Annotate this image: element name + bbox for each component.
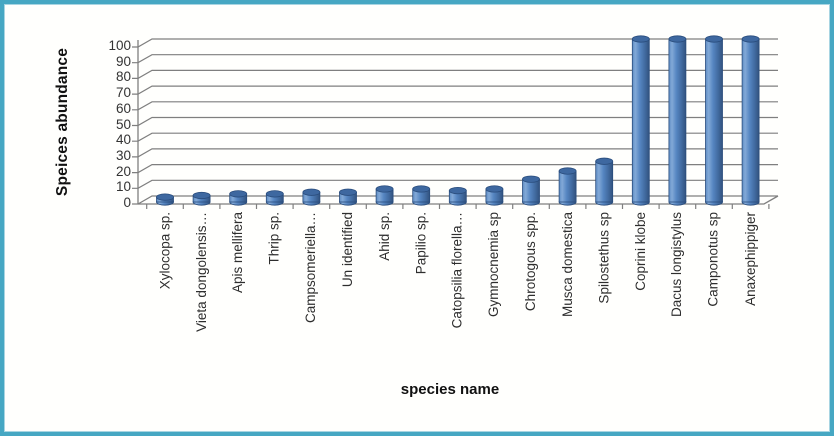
y-axis-title: Speices abundance bbox=[54, 47, 71, 197]
gridline bbox=[132, 54, 778, 64]
gridline bbox=[132, 164, 778, 174]
gridline bbox=[132, 148, 778, 158]
bar-top-cap bbox=[595, 157, 614, 165]
bar-top-cap bbox=[192, 191, 211, 200]
bar bbox=[631, 38, 650, 203]
x-category-label-text: Thrip sp. bbox=[266, 212, 282, 265]
gridline bbox=[132, 85, 778, 95]
bar-top-cap bbox=[558, 167, 577, 175]
x-category-label-text: Camponotus sp bbox=[706, 212, 721, 307]
x-category-label-text: Coprini klobe bbox=[632, 212, 648, 291]
x-axis-title: species name bbox=[400, 381, 500, 398]
x-category-label-text: Catopsilia florella… bbox=[449, 212, 465, 329]
bar bbox=[668, 38, 687, 203]
x-category-label-text: Un identified bbox=[340, 212, 355, 288]
y-tick-label: 50 bbox=[115, 116, 131, 132]
y-tick-label: 60 bbox=[115, 100, 131, 116]
bar-top-cap bbox=[705, 35, 723, 43]
y-tick-label: 0 bbox=[123, 195, 131, 210]
y-tick-label: 90 bbox=[115, 53, 131, 69]
x-category-label-text: Campsomeriella… bbox=[303, 212, 319, 324]
bar-top-cap bbox=[522, 175, 540, 183]
bar-top-cap bbox=[412, 185, 431, 193]
bar-top-cap bbox=[302, 188, 321, 196]
x-category-label-text: Papilio sp. bbox=[413, 212, 429, 275]
x-category-label-text: Xylocopa sp. bbox=[157, 212, 172, 290]
x-category-label-text: Anaxephippiger bbox=[742, 212, 758, 306]
gridline bbox=[132, 116, 778, 127]
bar-top-cap bbox=[265, 190, 284, 198]
y-tick-label: 30 bbox=[115, 147, 131, 163]
bar-top-cap bbox=[668, 35, 687, 43]
gridline bbox=[132, 38, 778, 48]
y-tick-label: 80 bbox=[115, 69, 131, 85]
bar-top-cap bbox=[156, 193, 174, 201]
bar-top-cap bbox=[448, 186, 467, 195]
y-tick-label: 10 bbox=[115, 179, 131, 195]
x-category-label-text: Apis mellifera bbox=[230, 212, 246, 294]
bar bbox=[705, 38, 723, 203]
gridline bbox=[132, 132, 778, 142]
x-category-label-text: Musca domestica bbox=[559, 212, 575, 318]
gridline bbox=[132, 69, 778, 79]
bar-top-cap bbox=[631, 35, 650, 43]
y-tick-label: 100 bbox=[108, 38, 131, 53]
y-tick-label: 20 bbox=[115, 163, 131, 179]
x-category-label-text: Spilostethus sp bbox=[596, 212, 612, 304]
bar-top-cap bbox=[485, 185, 504, 193]
bar-top-cap bbox=[229, 190, 248, 198]
x-category-label-text: Ahid sp. bbox=[376, 212, 392, 261]
y-tick-label: 70 bbox=[115, 85, 131, 101]
x-category-label-text: Gymnocnemia sp bbox=[486, 212, 502, 318]
x-category-label-text: Chrotogous spp. bbox=[523, 212, 538, 312]
gridline bbox=[132, 179, 778, 189]
bar bbox=[558, 170, 577, 203]
bar bbox=[741, 38, 760, 203]
bar-top-cap bbox=[375, 185, 394, 193]
x-category-label-text: Vieta dongolensis… bbox=[193, 212, 209, 332]
y-tick-label: 40 bbox=[115, 132, 131, 148]
bar-top-cap bbox=[339, 188, 357, 196]
gridline bbox=[132, 101, 778, 111]
bar-top-cap bbox=[741, 35, 760, 43]
x-category-label-text: Dacus longistylus bbox=[669, 212, 685, 318]
bar bbox=[595, 160, 614, 203]
